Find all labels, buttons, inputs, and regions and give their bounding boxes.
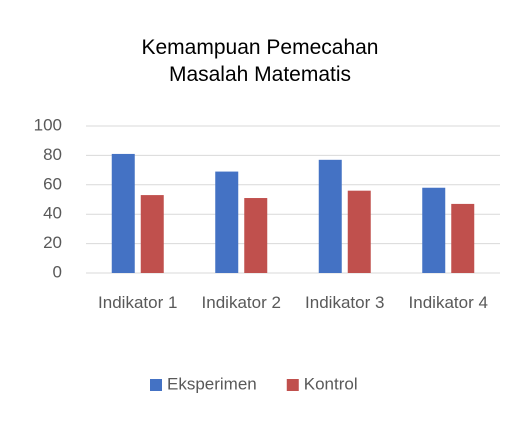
- legend-swatch: [150, 379, 162, 391]
- x-tick-label: Indikator 4: [408, 293, 488, 312]
- x-tick-label: Indikator 1: [98, 293, 178, 312]
- bar: [318, 159, 342, 273]
- y-tick-label: 80: [43, 145, 62, 164]
- bar: [111, 153, 135, 273]
- bar: [347, 190, 371, 273]
- x-tick-label: Indikator 3: [305, 293, 385, 312]
- y-tick-label: 0: [53, 262, 62, 281]
- bar: [215, 171, 239, 273]
- bar: [422, 187, 446, 273]
- legend-swatch: [286, 379, 299, 391]
- y-tick-label: 60: [43, 174, 62, 193]
- x-tick-label: Indikator 2: [201, 293, 281, 312]
- y-tick-label: 40: [43, 204, 62, 223]
- bar: [140, 195, 164, 273]
- chart-title: Kemampuan Pemecahan Masalah Matematis: [141, 36, 379, 86]
- y-tick-label: 20: [43, 233, 62, 252]
- bar: [244, 198, 268, 273]
- bar: [451, 203, 475, 273]
- legend-label: Eksperimen: [167, 374, 257, 393]
- y-tick-label: 100: [34, 115, 62, 134]
- legend-label: Kontrol: [304, 374, 358, 393]
